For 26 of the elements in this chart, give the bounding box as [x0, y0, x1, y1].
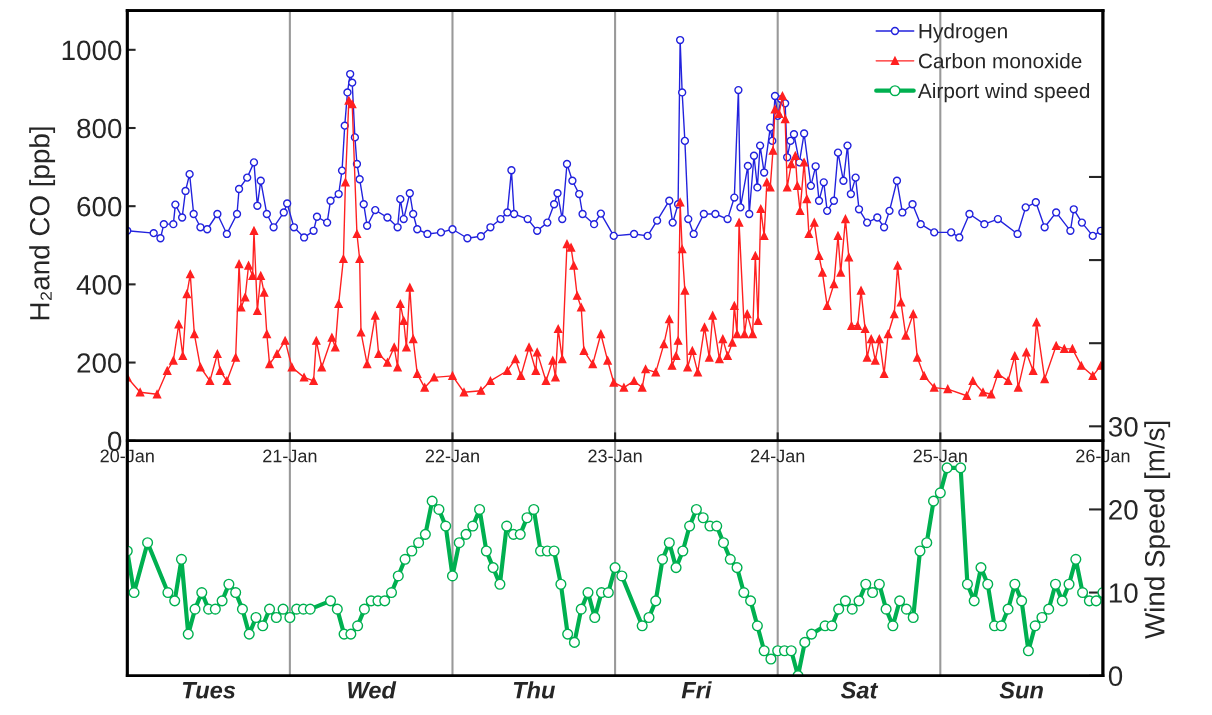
x-tick-label: 25-Jan: [913, 449, 967, 463]
text: Thu: [513, 681, 556, 699]
x-tick-label: 24-Jan: [751, 449, 805, 463]
y-tick-label: 400: [76, 275, 122, 295]
x-tick-label: 21-Jan: [263, 449, 317, 463]
y-tick-label: 1000: [62, 40, 122, 61]
y2-tick-label: 20: [1109, 500, 1138, 520]
y2-tick-label: 0: [1108, 666, 1123, 687]
y-tick-label: 800: [77, 118, 122, 139]
text: Sat: [840, 681, 879, 699]
x-tick-label: 23-Jan: [588, 449, 642, 463]
y-tick-label: 600: [77, 196, 122, 217]
text: Fri: [681, 681, 712, 699]
y2-tick-label: 30: [1108, 416, 1138, 437]
y-tick-label: 0: [108, 431, 122, 452]
y-tick-label: 200: [77, 353, 122, 373]
legend-label: Carbon monoxide: [918, 53, 1082, 69]
text: Tues: [182, 682, 236, 699]
text: Sun: [999, 681, 1043, 699]
legend-label: Hydrogen: [919, 23, 1007, 43]
text: Wed: [348, 681, 397, 699]
legend-label: Airport wind speed: [917, 82, 1090, 103]
y2-tick-label: 10: [1109, 583, 1138, 603]
y2-axis-title: Wind Speed [m/s]: [1144, 421, 1171, 639]
y-axis-title: H₂and CO [ppb]: [29, 127, 56, 320]
x-tick-label: 22-Jan: [425, 449, 479, 463]
